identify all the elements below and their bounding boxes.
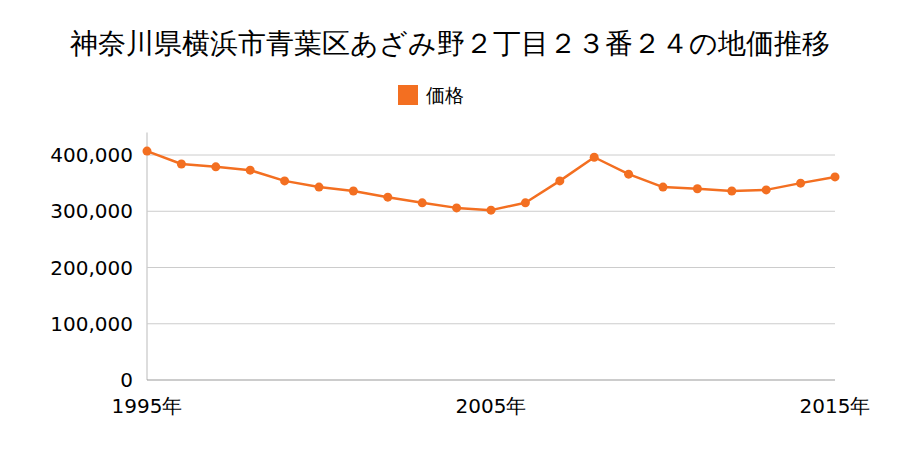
y-tick-label: 200,000 <box>50 256 133 280</box>
data-point <box>693 184 702 193</box>
title: 神奈川県横浜市青葉区あざみ野２丁目２３番２４の地価推移 <box>70 27 830 60</box>
x-tick-label: 2005年 <box>456 394 527 418</box>
legend-label: 価格 <box>426 84 464 106</box>
chart: 神奈川県横浜市青葉区あざみ野２丁目２３番２４の地価推移価格 0 100,000 200… <box>0 0 900 450</box>
y-tick-label: 300,000 <box>50 199 133 223</box>
data-point <box>831 172 840 181</box>
data-point <box>796 179 805 188</box>
y-tick-label: 100,000 <box>50 312 133 336</box>
y-axis-line <box>147 133 148 381</box>
grid-line <box>147 323 835 324</box>
plot-area <box>143 147 840 215</box>
legend-swatch <box>398 85 418 105</box>
data-point <box>143 147 152 156</box>
y-tick-label: 400,000 <box>50 143 133 167</box>
grid-line <box>147 380 835 381</box>
data-point <box>315 183 324 192</box>
data-point <box>659 183 668 192</box>
data-point <box>624 170 633 179</box>
x-tick-label: 1995年 <box>112 394 183 418</box>
data-point <box>521 198 530 207</box>
data-point <box>349 187 358 196</box>
data-point <box>762 185 771 194</box>
data-point <box>555 176 564 185</box>
data-point <box>383 193 392 202</box>
data-point <box>211 162 220 171</box>
data-point <box>177 160 186 169</box>
grid-line <box>147 155 835 156</box>
y-tick-label: 0 <box>120 368 133 392</box>
series-line <box>147 151 835 210</box>
data-point <box>280 176 289 185</box>
grid-line <box>147 267 835 268</box>
data-point <box>452 203 461 212</box>
data-point <box>727 187 736 196</box>
x-tick-label: 2015年 <box>800 394 871 418</box>
data-point <box>418 198 427 207</box>
data-point <box>590 153 599 162</box>
data-point <box>246 166 255 175</box>
data-point <box>487 206 496 215</box>
